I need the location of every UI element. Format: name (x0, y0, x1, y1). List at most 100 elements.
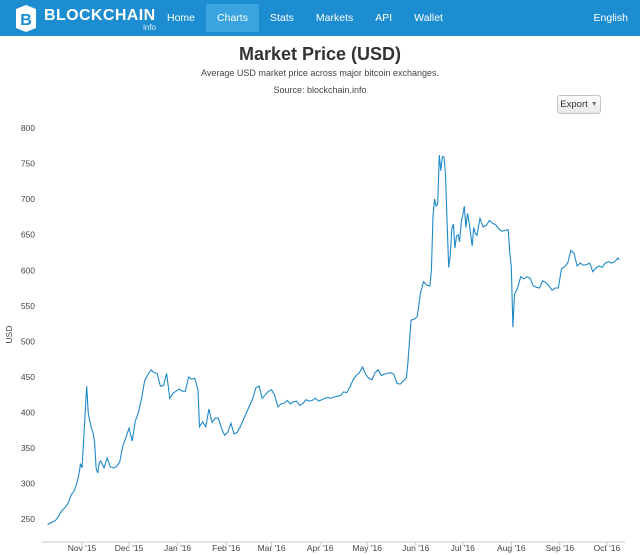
data-point (321, 399, 323, 401)
data-point (162, 384, 164, 386)
data-point (103, 467, 105, 469)
data-point (217, 417, 219, 419)
data-point (317, 400, 319, 402)
data-point (592, 271, 594, 273)
nav-item-charts[interactable]: Charts (206, 4, 259, 32)
data-point (482, 226, 484, 228)
data-point (153, 372, 155, 374)
data-point (70, 494, 72, 496)
data-point (448, 266, 450, 268)
data-point (491, 222, 493, 224)
market-price-chart[interactable]: 250 300 350 400 450 500 550 600 650 700 750 800 USD… (0, 118, 640, 555)
data-point (346, 391, 348, 393)
data-point (598, 265, 600, 267)
data-point (81, 467, 83, 469)
data-point (618, 258, 620, 260)
data-point (140, 397, 142, 399)
data-point (595, 267, 597, 269)
data-point (614, 261, 616, 263)
svg-text:B: B (20, 12, 32, 29)
data-point (438, 154, 440, 156)
data-point (589, 262, 591, 264)
data-point (377, 369, 379, 371)
data-point (97, 472, 99, 474)
data-point (230, 422, 232, 424)
data-point (327, 396, 329, 398)
data-point (181, 390, 183, 392)
data-point (343, 391, 345, 393)
data-point (159, 385, 161, 387)
nav-item-markets[interactable]: Markets (315, 12, 354, 24)
data-point (440, 170, 442, 172)
data-point (510, 266, 512, 268)
data-point (607, 261, 609, 263)
data-point (267, 390, 269, 392)
data-point (408, 340, 410, 342)
data-point (178, 388, 180, 390)
language-selector[interactable]: English (593, 12, 628, 24)
data-point (283, 402, 285, 404)
data-point (277, 406, 279, 408)
data-point (112, 467, 114, 469)
data-point (93, 441, 95, 443)
data-point (471, 245, 473, 247)
data-point (476, 234, 478, 236)
data-point (339, 394, 341, 396)
data-point (416, 315, 418, 317)
data-point (57, 515, 59, 517)
data-point (172, 392, 174, 394)
data-point (233, 433, 235, 435)
chart-subtitle: Average USD market price across major bi… (201, 68, 439, 78)
data-point (422, 280, 424, 282)
data-point (169, 397, 171, 399)
data-point (191, 378, 193, 380)
data-point (364, 373, 366, 375)
data-point (82, 440, 84, 442)
data-point (563, 266, 565, 268)
y-tick-label: 650 (21, 230, 35, 240)
x-tick-label: Sep '16 (546, 543, 575, 553)
y-tick-label: 400 (21, 408, 35, 418)
y-tick-label: 500 (21, 336, 35, 346)
data-point (560, 268, 562, 270)
data-point (48, 522, 50, 524)
data-point (280, 403, 282, 405)
data-point (573, 252, 575, 254)
data-point (433, 198, 435, 200)
data-point (286, 399, 288, 401)
data-point (532, 285, 534, 287)
data-point (386, 372, 388, 374)
data-point (187, 376, 189, 378)
export-button[interactable]: Export ▼ (557, 95, 601, 114)
series-points (46, 154, 620, 526)
nav-item-home[interactable]: Home (167, 12, 196, 24)
data-point (54, 519, 56, 521)
data-point (463, 205, 465, 207)
data-point (115, 465, 117, 467)
data-point (324, 397, 326, 399)
data-point (429, 285, 431, 287)
data-point (264, 394, 266, 396)
data-point (585, 263, 587, 265)
data-point (610, 262, 612, 264)
data-point (100, 460, 102, 462)
data-point (444, 173, 446, 175)
nav-item-api[interactable]: API (375, 12, 393, 24)
data-point (109, 465, 111, 467)
data-point (419, 292, 421, 294)
data-point (314, 397, 316, 399)
data-point (128, 427, 130, 429)
data-point (292, 401, 294, 403)
data-point (567, 262, 569, 264)
data-point (236, 431, 238, 433)
data-point (516, 287, 518, 289)
nav-item-stats[interactable]: Stats (269, 12, 294, 24)
nav-item-wallet[interactable]: Wallet (414, 12, 443, 24)
data-point (296, 400, 298, 402)
x-tick-label: May '16 (352, 543, 382, 553)
brand-logo-link[interactable]: B BLOCKCHAIN info (14, 4, 156, 32)
main-menu: Home Charts Stats Markets API Wallet (156, 4, 454, 32)
y-tick-label: 350 (21, 443, 35, 453)
data-point (545, 281, 547, 283)
data-point (430, 269, 432, 271)
